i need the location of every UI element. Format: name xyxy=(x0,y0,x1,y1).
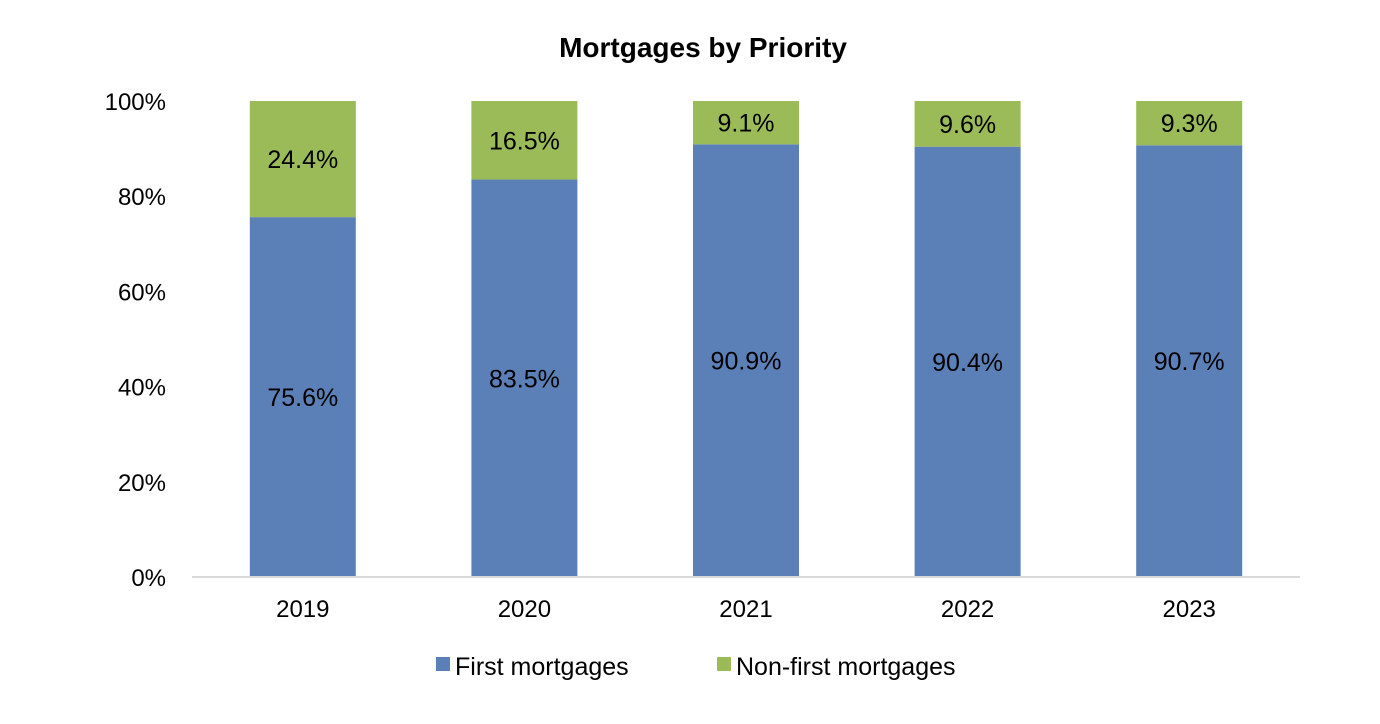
data-label: 16.5% xyxy=(489,127,560,155)
legend: First mortgages Non-first mortgages xyxy=(436,653,956,681)
data-label: 83.5% xyxy=(489,365,560,393)
y-tick-label: 20% xyxy=(118,470,166,497)
data-label: 9.6% xyxy=(939,111,996,139)
legend-label: First mortgages xyxy=(455,653,629,681)
x-axis: 2019 2020 2021 2022 2023 xyxy=(276,596,1216,623)
legend-swatch xyxy=(436,657,450,671)
bar-segment xyxy=(1136,101,1243,146)
data-label: 90.4% xyxy=(932,349,1003,377)
chart-title: Mortgages by Priority xyxy=(559,32,847,63)
x-tick-label: 2020 xyxy=(498,596,551,623)
bar-segment xyxy=(1136,145,1243,577)
x-tick-label: 2022 xyxy=(941,596,994,623)
legend-label: Non-first mortgages xyxy=(736,653,956,681)
bar-segment xyxy=(693,101,799,145)
y-tick-label: 40% xyxy=(118,375,166,402)
data-label: 9.3% xyxy=(1161,110,1218,138)
bar-segment xyxy=(471,179,578,578)
data-label: 90.7% xyxy=(1154,348,1225,376)
bar-segment xyxy=(249,101,356,218)
y-axis: 0% 20% 40% 60% 80% 100% xyxy=(105,89,166,592)
y-tick-label: 60% xyxy=(118,279,166,306)
bars-group: 75.6% 24.4% 83.5% 16.5% 90.9% 9.1% 90.4% 9.6% 90… xyxy=(249,101,1243,578)
x-tick-label: 2021 xyxy=(719,596,772,623)
bar-segment xyxy=(914,101,1021,147)
y-tick-label: 80% xyxy=(118,184,166,211)
bar-segment xyxy=(693,144,799,578)
bar-segment xyxy=(249,217,356,578)
bar-segment xyxy=(471,101,578,180)
bar-segment xyxy=(914,146,1021,578)
y-tick-label: 0% xyxy=(131,565,166,592)
data-label: 75.6% xyxy=(267,384,338,412)
x-tick-label: 2019 xyxy=(276,596,329,623)
x-tick-label: 2023 xyxy=(1163,596,1216,623)
data-label: 9.1% xyxy=(718,110,775,138)
data-label: 24.4% xyxy=(267,146,338,174)
legend-swatch xyxy=(717,657,731,671)
data-label: 90.9% xyxy=(711,348,782,376)
y-tick-label: 100% xyxy=(105,89,166,116)
